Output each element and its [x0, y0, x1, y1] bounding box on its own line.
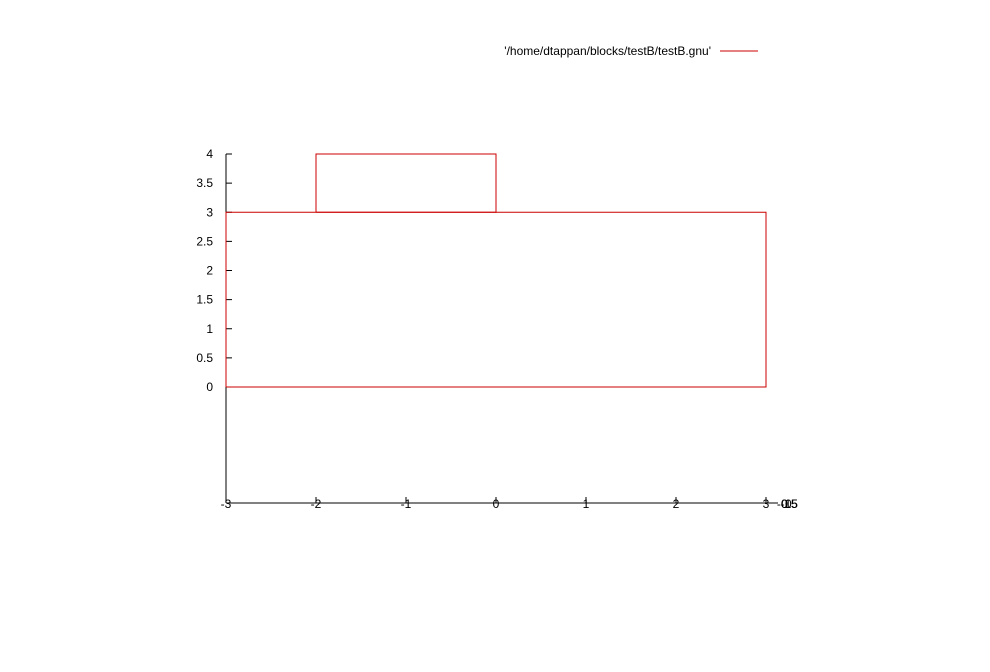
- x-tick-label: 1: [583, 497, 590, 511]
- x-tick-label: -2: [311, 497, 322, 511]
- y-tick-label: 3: [206, 205, 213, 219]
- y-tick-label: 0: [206, 380, 213, 394]
- z-tick-label: 0.5: [781, 497, 798, 511]
- legend-label: '/home/dtappan/blocks/testB/testB.gnu': [504, 44, 711, 58]
- y-tick-label: 4: [206, 147, 213, 161]
- z-tick-label: 0: [785, 497, 792, 511]
- x-tick-label: 3: [763, 497, 770, 511]
- series-line: [315, 153, 497, 213]
- y-tick-label: 3.5: [196, 176, 213, 190]
- y-tick-label: 0.5: [196, 351, 213, 365]
- y-tick-label: 2.5: [196, 234, 213, 248]
- y-tick-label: 1: [206, 322, 213, 336]
- x-tick-label: 2: [673, 497, 680, 511]
- x-tick-label: 0: [493, 497, 500, 511]
- x-tick-label: -1: [401, 497, 412, 511]
- y-tick-label: 2: [206, 264, 213, 278]
- z-tick-label: -0.5: [777, 497, 798, 511]
- series-line: [225, 211, 767, 388]
- x-tick-label: -3: [221, 497, 232, 511]
- y-tick-label: 1.5: [196, 293, 213, 307]
- z-tick-label: -1: [781, 497, 792, 511]
